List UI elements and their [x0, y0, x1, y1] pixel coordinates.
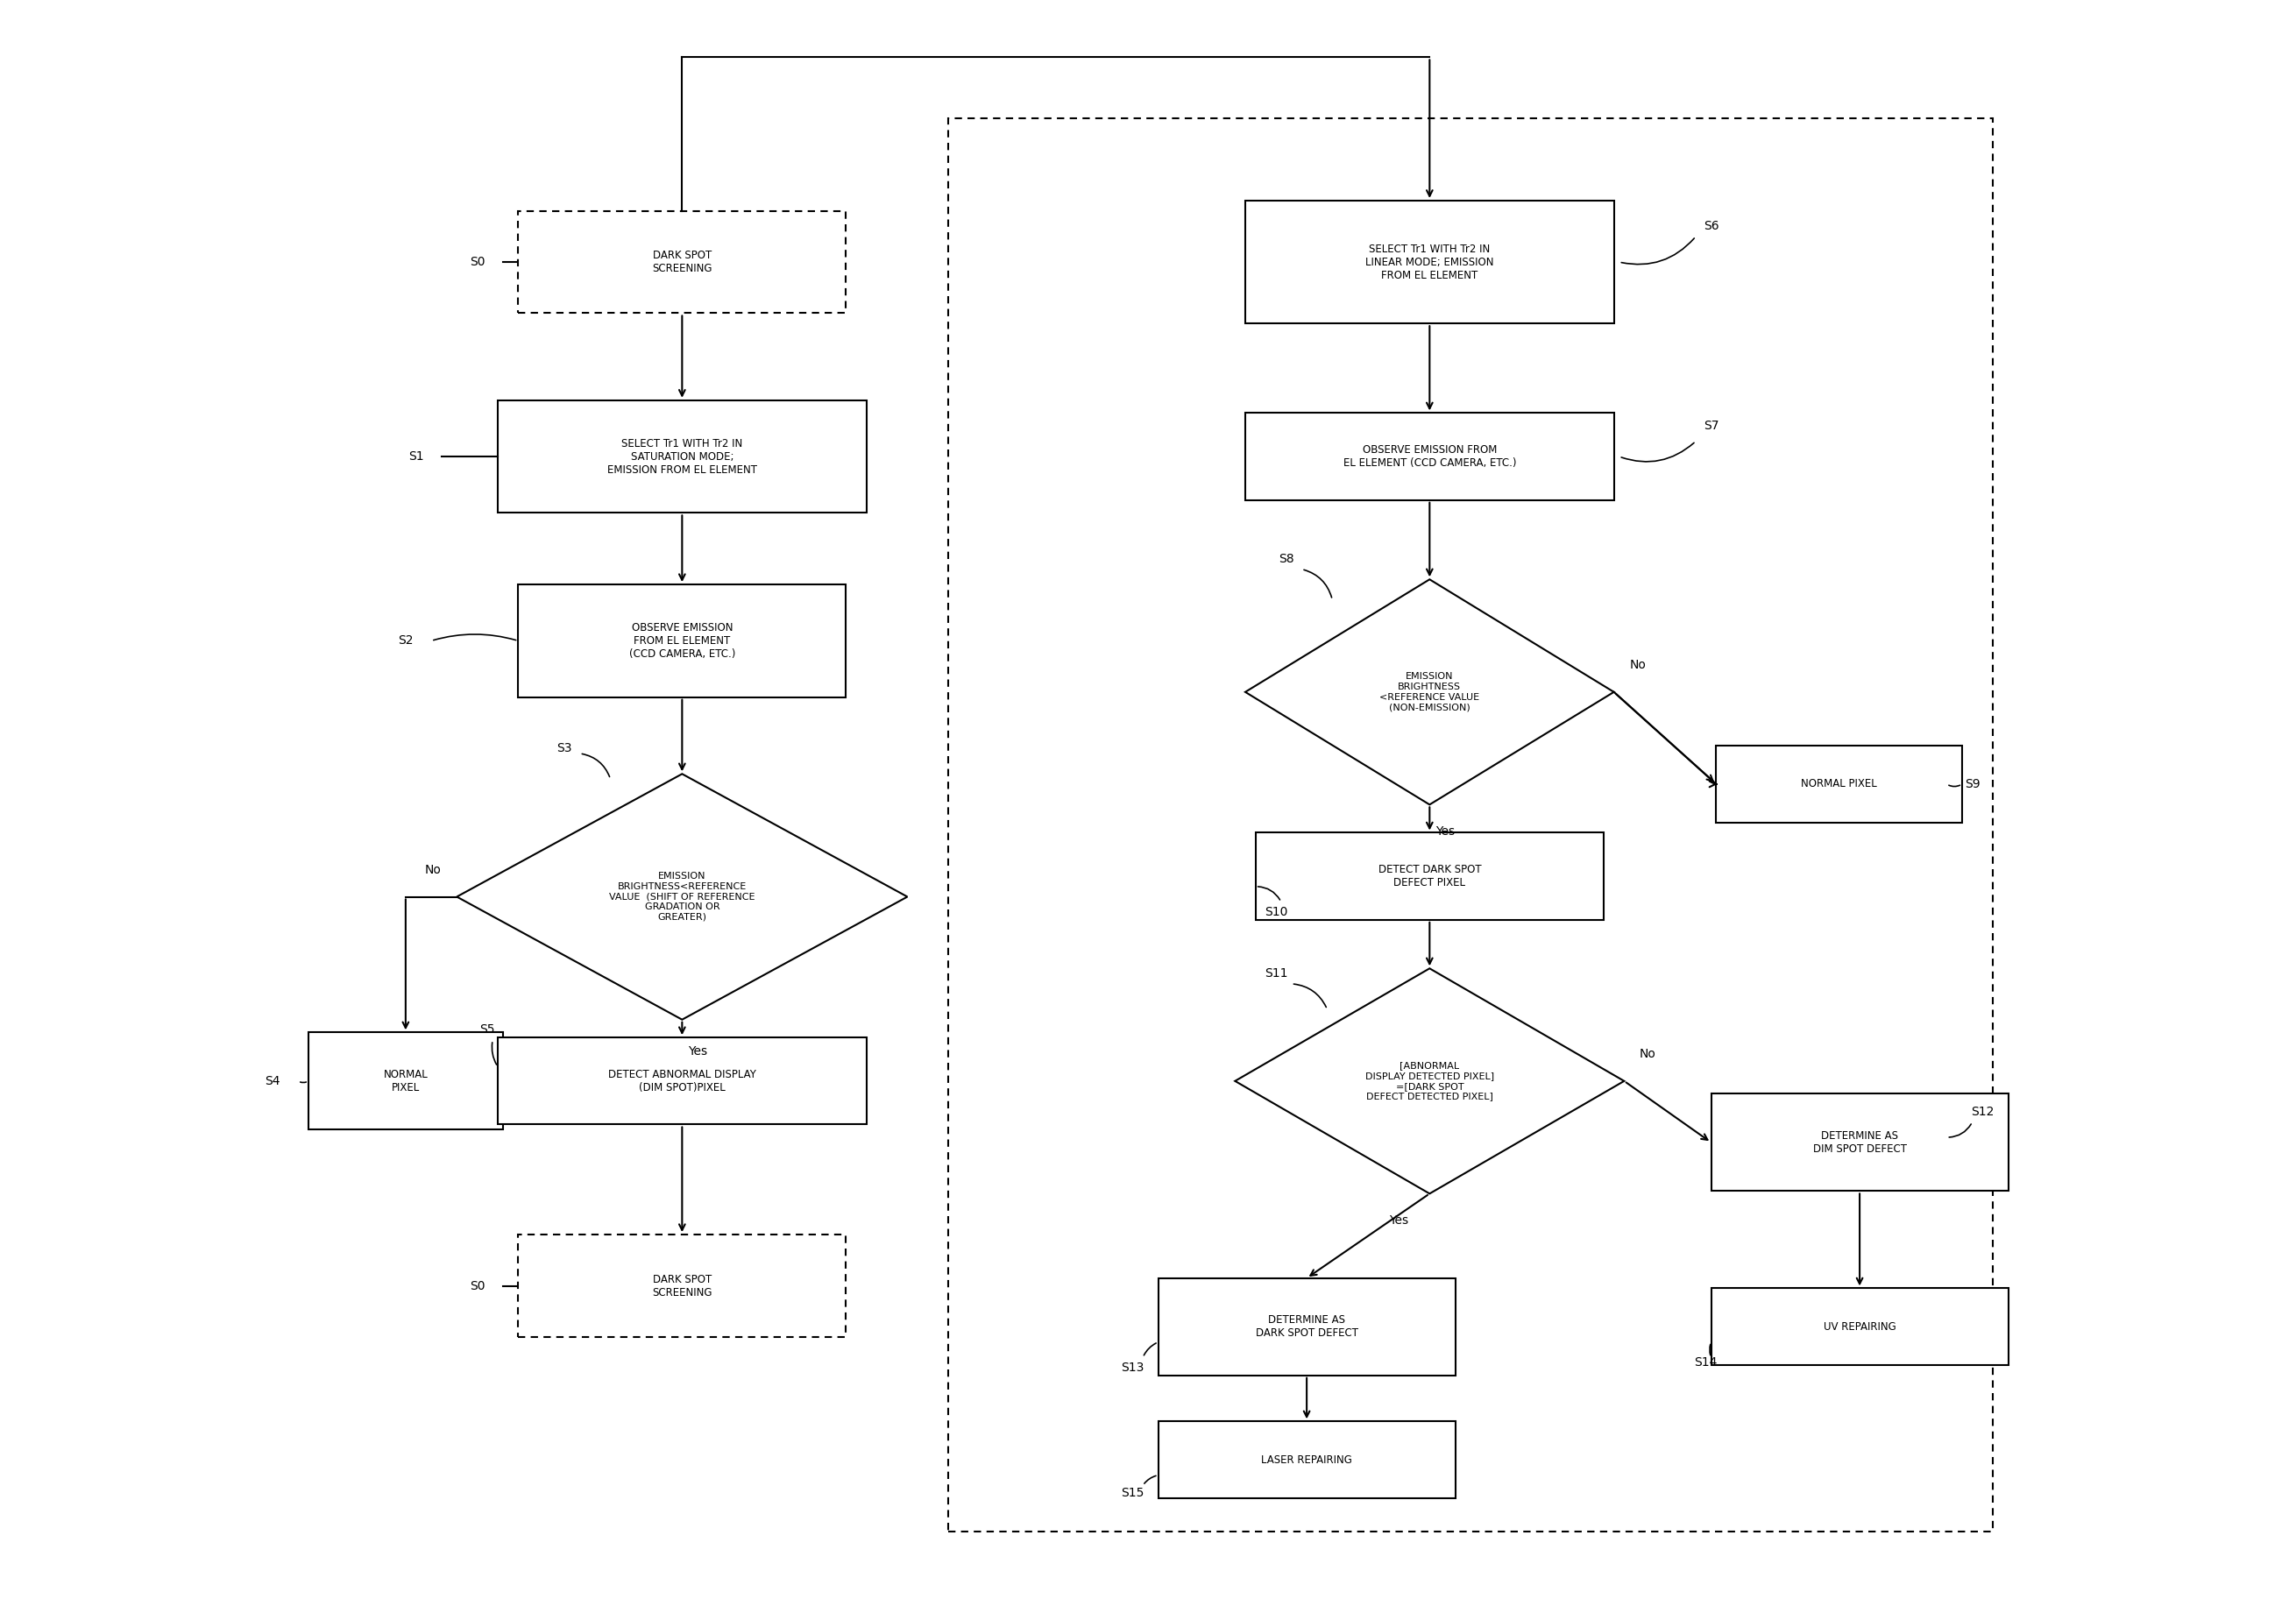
FancyBboxPatch shape	[519, 585, 845, 697]
Text: S11: S11	[1265, 967, 1288, 980]
Text: Yes: Yes	[1435, 825, 1456, 838]
Polygon shape	[1244, 579, 1614, 804]
Text: S6: S6	[1704, 221, 1720, 232]
Text: [ABNORMAL
DISPLAY DETECTED PIXEL]
=[DARK SPOT
DEFECT DETECTED PIXEL]: [ABNORMAL DISPLAY DETECTED PIXEL] =[DARK…	[1366, 1062, 1495, 1100]
Text: DETECT DARK SPOT
DEFECT PIXEL: DETECT DARK SPOT DEFECT PIXEL	[1378, 863, 1481, 889]
FancyBboxPatch shape	[1244, 413, 1614, 500]
Text: NORMAL PIXEL: NORMAL PIXEL	[1800, 779, 1878, 790]
Text: DARK SPOT
SCREENING: DARK SPOT SCREENING	[652, 249, 712, 275]
Text: OBSERVE EMISSION FROM
EL ELEMENT (CCD CAMERA, ETC.): OBSERVE EMISSION FROM EL ELEMENT (CCD CA…	[1343, 445, 1515, 469]
Text: LASER REPAIRING: LASER REPAIRING	[1261, 1453, 1352, 1466]
FancyBboxPatch shape	[1157, 1422, 1456, 1498]
Text: S4: S4	[264, 1075, 280, 1087]
Text: NORMAL
PIXEL: NORMAL PIXEL	[383, 1068, 427, 1094]
Text: S1: S1	[409, 451, 422, 462]
Text: S9: S9	[1965, 779, 1979, 790]
Text: SELECT Tr1 WITH Tr2 IN
LINEAR MODE; EMISSION
FROM EL ELEMENT: SELECT Tr1 WITH Tr2 IN LINEAR MODE; EMIS…	[1366, 243, 1495, 281]
Text: No: No	[425, 863, 441, 876]
Text: SELECT Tr1 WITH Tr2 IN
SATURATION MODE;
EMISSION FROM EL ELEMENT: SELECT Tr1 WITH Tr2 IN SATURATION MODE; …	[606, 438, 758, 475]
Text: S8: S8	[1279, 553, 1295, 564]
Text: OBSERVE EMISSION
FROM EL ELEMENT
(CCD CAMERA, ETC.): OBSERVE EMISSION FROM EL ELEMENT (CCD CA…	[629, 622, 735, 660]
Text: S15: S15	[1120, 1487, 1143, 1498]
Text: S10: S10	[1265, 907, 1288, 918]
Text: S0: S0	[471, 1279, 484, 1292]
FancyBboxPatch shape	[1244, 200, 1614, 323]
Text: S2: S2	[397, 635, 413, 648]
Text: S5: S5	[480, 1023, 496, 1036]
FancyBboxPatch shape	[498, 400, 866, 513]
Text: Yes: Yes	[1389, 1214, 1407, 1226]
Polygon shape	[457, 774, 907, 1020]
Text: S7: S7	[1704, 419, 1720, 432]
FancyBboxPatch shape	[1717, 745, 1963, 822]
FancyBboxPatch shape	[519, 1234, 845, 1337]
Text: DETERMINE AS
DARK SPOT DEFECT: DETERMINE AS DARK SPOT DEFECT	[1256, 1314, 1357, 1338]
Text: UV REPAIRING: UV REPAIRING	[1823, 1321, 1896, 1332]
Text: DARK SPOT
SCREENING: DARK SPOT SCREENING	[652, 1273, 712, 1298]
Text: DETECT ABNORMAL DISPLAY
(DIM SPOT)PIXEL: DETECT ABNORMAL DISPLAY (DIM SPOT)PIXEL	[608, 1068, 755, 1094]
FancyBboxPatch shape	[519, 211, 845, 313]
FancyBboxPatch shape	[498, 1038, 866, 1124]
Text: S12: S12	[1970, 1105, 1995, 1118]
Text: EMISSION
BRIGHTNESS
<REFERENCE VALUE
(NON-EMISSION): EMISSION BRIGHTNESS <REFERENCE VALUE (NO…	[1380, 672, 1479, 712]
FancyBboxPatch shape	[1711, 1094, 2009, 1191]
Text: S0: S0	[471, 256, 484, 269]
Text: S3: S3	[556, 742, 572, 755]
FancyBboxPatch shape	[1157, 1278, 1456, 1375]
Text: Yes: Yes	[689, 1046, 707, 1057]
Polygon shape	[1235, 969, 1623, 1193]
Text: No: No	[1639, 1049, 1655, 1060]
Text: S14: S14	[1694, 1356, 1717, 1369]
Text: No: No	[1630, 659, 1646, 672]
FancyBboxPatch shape	[1256, 833, 1603, 919]
Text: DETERMINE AS
DIM SPOT DEFECT: DETERMINE AS DIM SPOT DEFECT	[1814, 1130, 1906, 1154]
Text: S13: S13	[1120, 1362, 1143, 1374]
Text: EMISSION
BRIGHTNESS<REFERENCE
VALUE  (SHIFT OF REFERENCE
GRADATION OR
GREATER): EMISSION BRIGHTNESS<REFERENCE VALUE (SHI…	[608, 871, 755, 921]
FancyBboxPatch shape	[1711, 1289, 2009, 1366]
FancyBboxPatch shape	[308, 1033, 503, 1129]
